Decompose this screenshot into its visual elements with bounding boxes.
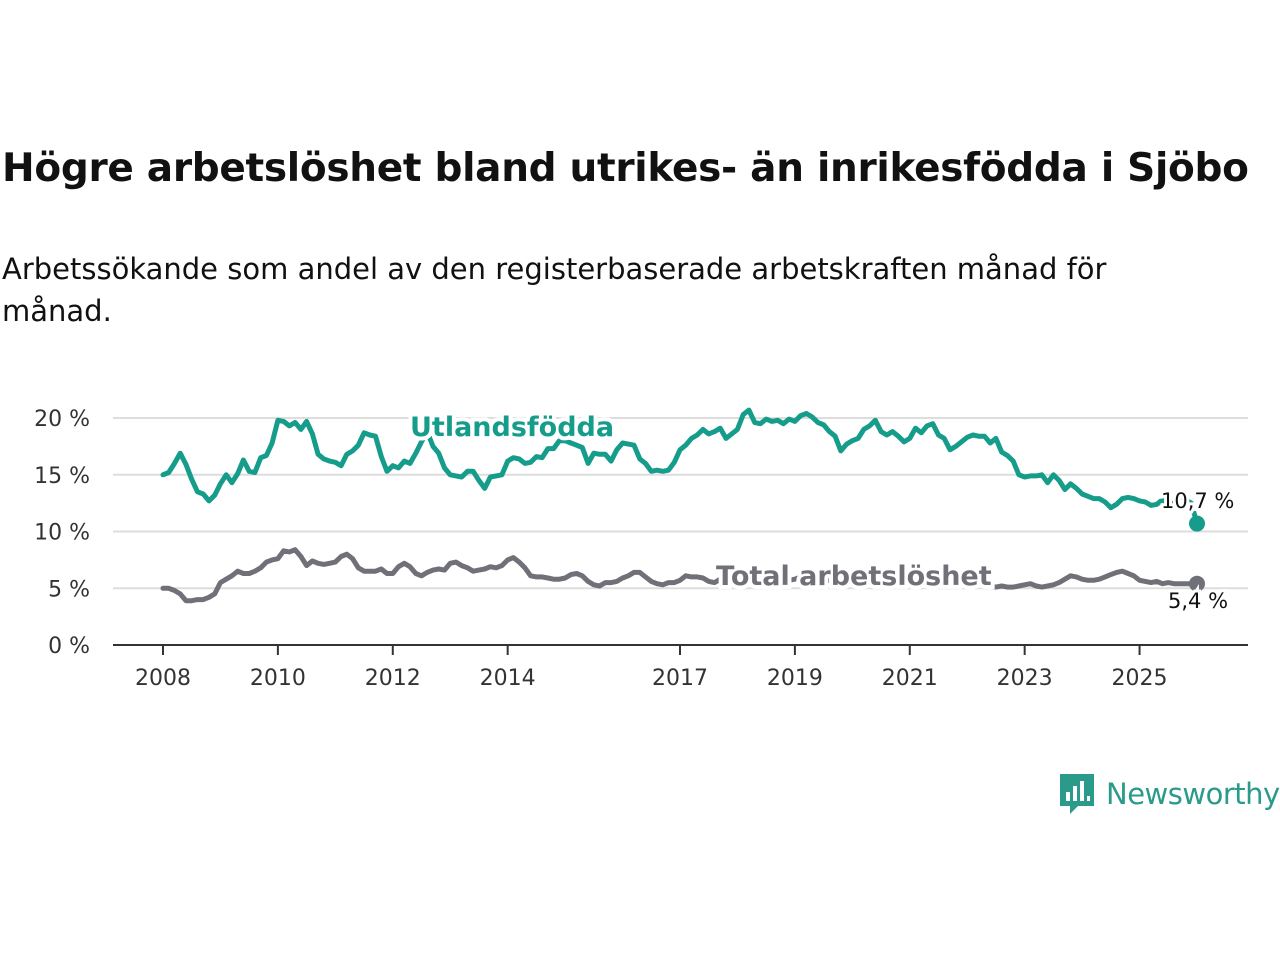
chart-subtitle: Arbetssökande som andel av den registerb… <box>2 252 1107 328</box>
y-tick-label: 0 % <box>48 634 90 659</box>
x-tick-label: 2012 <box>365 666 421 691</box>
series-lines <box>160 407 1200 604</box>
newsworthy-logo-icon <box>1060 774 1094 814</box>
chart-title: Högre arbetslöshet bland utrikes- än inr… <box>2 146 1249 191</box>
end-label-total: 5,4 % <box>1168 589 1228 613</box>
x-tick-label: 2017 <box>652 666 708 691</box>
y-tick-label: 15 % <box>34 464 90 489</box>
x-tick-label: 2008 <box>135 666 191 691</box>
y-tick-label: 20 % <box>34 407 90 432</box>
axes: 0 % 5 % 10 % 15 % 20 % 2008 2010 2012 2014 2017 20… <box>34 407 1248 691</box>
series-label-utlandsfodda: Utlandsfödda <box>410 412 614 443</box>
line-chart: 0 % 5 % 10 % 15 % 20 % 2008 2010 2012 2014 2017 20… <box>34 407 1248 691</box>
end-marker-total <box>1189 575 1205 592</box>
x-tick-label: 2010 <box>250 666 306 691</box>
series-line-total <box>160 547 1200 604</box>
end-label-utlandsfodda: 10,7 % <box>1161 489 1234 513</box>
x-tick-label: 2023 <box>997 666 1053 691</box>
grid-lines <box>113 417 1248 590</box>
y-tick-label: 5 % <box>48 577 90 602</box>
x-tick-label: 2019 <box>767 666 823 691</box>
y-tick-label: 10 % <box>34 521 90 546</box>
series-label-total: Total arbetslöshet <box>716 561 992 592</box>
x-tick-label: 2021 <box>882 666 938 691</box>
x-tick-label: 2014 <box>480 666 536 691</box>
newsworthy-brand: Newsworthy <box>1058 772 1280 816</box>
end-markers <box>1189 515 1205 592</box>
x-tick-label: 2025 <box>1112 666 1168 691</box>
series-line-utlandsfodda <box>160 407 1200 527</box>
end-marker-utlandsfodda <box>1189 515 1205 532</box>
brand-name: Newsworthy <box>1106 777 1280 811</box>
